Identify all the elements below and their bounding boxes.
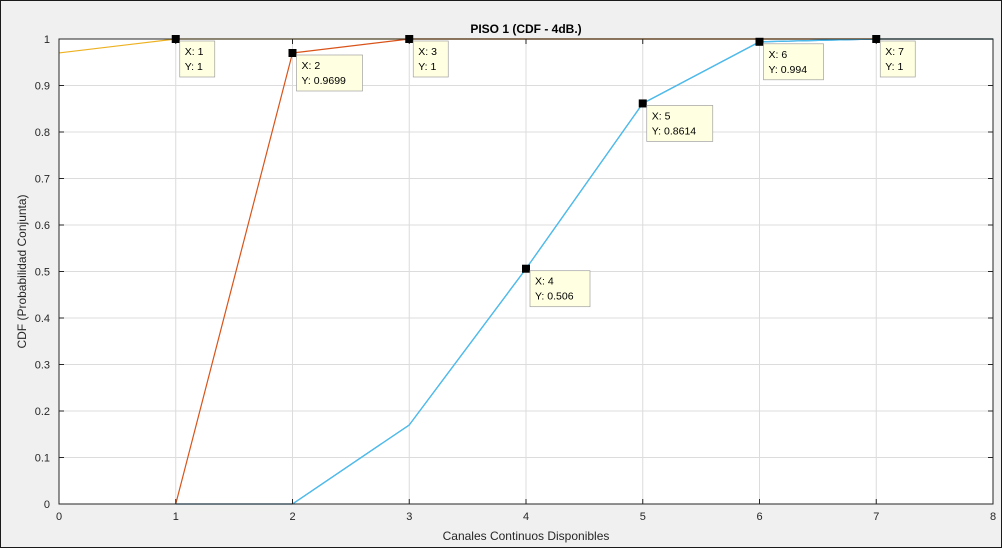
datatip-x-label: X: 7 — [885, 46, 904, 58]
datatip-y-label: Y: 0.994 — [769, 64, 808, 76]
datatip-marker — [638, 99, 647, 108]
x-tick-label: 3 — [406, 511, 412, 523]
x-tick-label: 7 — [873, 511, 879, 523]
y-tick-label: 0.1 — [35, 453, 50, 465]
datatip-marker — [288, 48, 297, 57]
y-tick-label: 0.7 — [35, 174, 50, 186]
x-tick-label: 6 — [756, 511, 762, 523]
datatip-x-label: X: 1 — [185, 46, 204, 58]
datatip-y-label: Y: 1 — [885, 61, 903, 73]
datatip-marker — [405, 35, 414, 43]
y-tick-label: 0.2 — [35, 406, 50, 418]
datatip-box — [763, 43, 824, 81]
datatip-box — [179, 40, 216, 78]
datatip-box — [296, 54, 363, 92]
datatip-box — [412, 40, 449, 78]
datatip-x-label: X: 5 — [652, 110, 671, 122]
x-tick-label: 0 — [56, 511, 62, 523]
datatips-group: X: 1 Y: 1 X: 2 Y: 0.9699 X: 3 Y: 1 X: 4 Y: 0.50… — [171, 35, 916, 308]
datatip-y-label: Y: 1 — [418, 61, 436, 73]
x-tick-label: 4 — [523, 511, 529, 523]
datatip-x-label: X: 4 — [535, 276, 554, 288]
y-tick-label: 0.3 — [35, 360, 50, 372]
datatip-y-label: Y: 0.8614 — [652, 125, 697, 137]
datatip-box — [879, 40, 916, 78]
datatip-marker — [522, 264, 530, 273]
datatip-marker — [755, 37, 764, 46]
x-tick-label: 5 — [640, 511, 646, 523]
axes-border — [58, 38, 994, 505]
y-tick-label: 0.9 — [35, 81, 50, 93]
datatip-marker — [872, 35, 881, 43]
axes-box — [58, 38, 994, 505]
x-axis-title: Canales Continuos Disponibles — [443, 529, 610, 543]
y-tick-label: 0 — [44, 499, 50, 511]
x-tick-label: 2 — [289, 511, 295, 523]
x-tick-label: 1 — [173, 511, 179, 523]
y-tick-label: 0.8 — [35, 127, 50, 139]
datatip-y-label: Y: 0.9699 — [302, 75, 347, 87]
datatip-box — [646, 105, 714, 142]
datatip-box — [529, 270, 591, 308]
y-tick-label: 1 — [44, 34, 50, 46]
y-tick-label: 0.6 — [35, 220, 50, 232]
y-axis-title: CDF (Probabilidad Conjunta) — [15, 194, 29, 348]
x-tick-label: 8 — [990, 511, 996, 523]
datatip-x-label: X: 3 — [418, 46, 437, 58]
tick-labels: 0 1 2 3 4 5 6 7 8 0 0.1 0.2 0.3 0.4 0.5 0.6 0.7 0.8 0.9 1 — [35, 34, 996, 523]
datatip-marker — [171, 35, 180, 43]
datatip-y-label: Y: 0.506 — [535, 291, 574, 303]
datatip-y-label: Y: 1 — [185, 61, 203, 73]
y-tick-label: 0.5 — [35, 267, 50, 279]
datatip-x-label: X: 2 — [302, 60, 321, 72]
datatip-x-label: X: 6 — [769, 49, 788, 61]
chart-title: PISO 1 (CDF - 4dB.) — [470, 22, 581, 36]
y-tick-label: 0.4 — [35, 313, 50, 325]
